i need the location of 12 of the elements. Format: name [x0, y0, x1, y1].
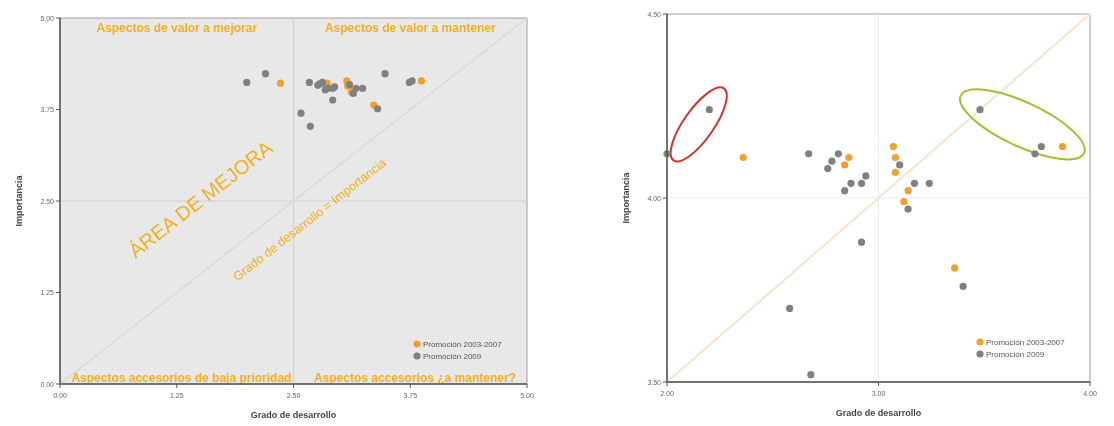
legend-label: Promoción 2003-2007 — [986, 338, 1066, 347]
legend-label: Promoción 2003-2007 — [423, 340, 503, 349]
annotation: Aspectos de valor a mejorar — [96, 21, 258, 35]
annotation: Aspectos accesorios de baja prioridad — [71, 371, 292, 385]
annotation: Aspectos accesorios ¿a mantener? — [313, 371, 516, 385]
legend-label: Promoción 2009 — [423, 352, 482, 361]
y-axis-title: Importancia — [621, 171, 631, 224]
y-axis-title: Importancia — [14, 174, 24, 227]
annotation: Aspectos de valor a mantener — [324, 21, 496, 35]
x-axis-title: Grado de desarrollo — [835, 408, 922, 418]
legend-label: Promoción 2009 — [986, 350, 1045, 359]
x-axis-title: Grado de desarrollo — [250, 410, 337, 420]
